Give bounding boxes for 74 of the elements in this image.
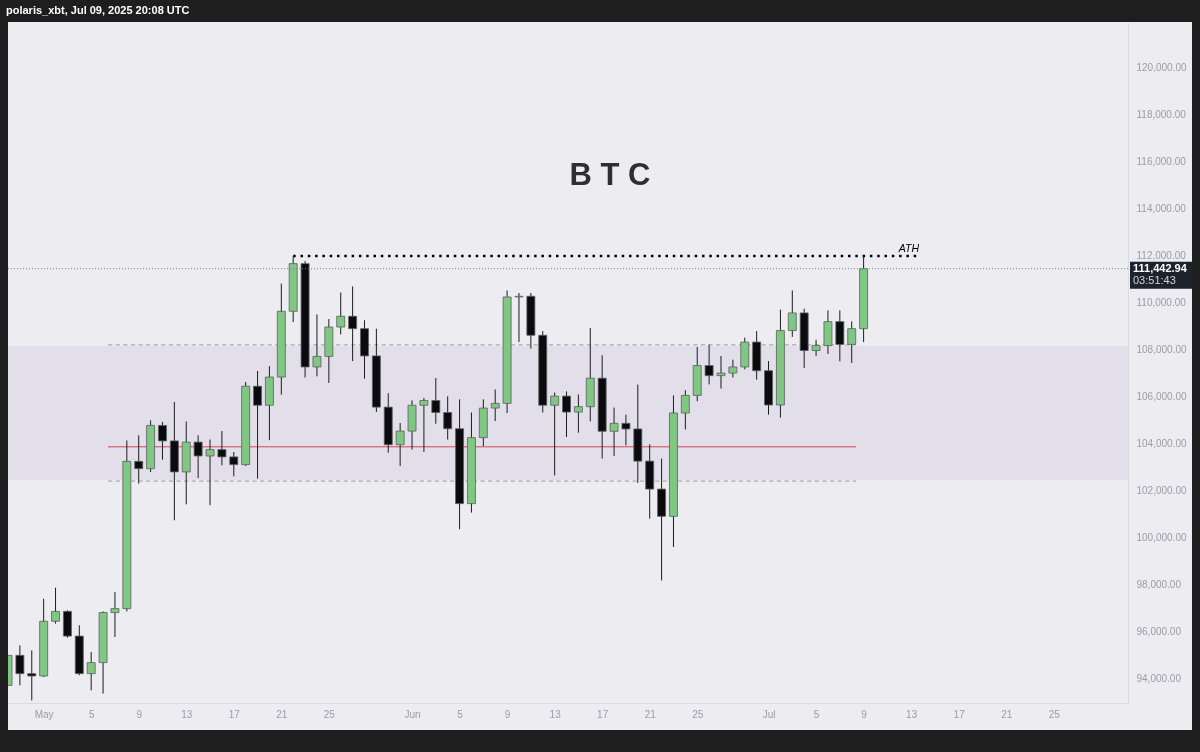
candlestick (27, 649, 37, 701)
candlestick (217, 430, 227, 466)
candlestick (728, 359, 738, 379)
text: polaris_xbt, Jul 09, 2025 20:08 UTC (6, 4, 190, 16)
x-tick-label: 9 (504, 708, 511, 720)
candlestick (704, 344, 714, 385)
candlestick (847, 320, 857, 364)
candlestick (716, 355, 726, 390)
candlestick (110, 591, 120, 638)
candlestick (787, 289, 797, 338)
series-label: ATH (897, 241, 920, 254)
y-tick-label: 100,000.00 (1136, 531, 1187, 543)
y-tick-label: 96,000.00 (1136, 625, 1182, 637)
candlestick (15, 644, 25, 686)
x-tick-label: 17 (228, 708, 241, 720)
y-tick-label: 94,000.00 (1136, 672, 1182, 684)
candlestick (86, 651, 96, 691)
x-tick-label: 25 (692, 708, 704, 720)
candlestick (835, 309, 845, 362)
candlestick (514, 292, 524, 343)
y-tick-label: 106,000.00 (1136, 391, 1187, 403)
y-tick-label: 114,000.00 (1136, 203, 1187, 215)
x-tick-label: 25 (1048, 708, 1061, 720)
x-tick-label: 5 (88, 708, 95, 720)
x-tick-label: 13 (906, 708, 918, 720)
x-tick-label: 17 (597, 708, 609, 720)
x-tick-label: May (34, 708, 54, 720)
candlestick (134, 434, 144, 485)
candlestick (419, 397, 429, 453)
x-tick-label: 21 (276, 708, 288, 720)
candlestick (621, 414, 631, 446)
candlestick (823, 309, 833, 355)
candlestick (336, 292, 346, 335)
x-tick-label: 9 (136, 708, 143, 720)
candlestick (609, 407, 619, 457)
x-tick-label: 13 (549, 708, 562, 720)
candlestick (205, 439, 215, 506)
candlestick (574, 393, 583, 434)
x-tick-label: 21 (644, 708, 657, 720)
candlestick (193, 434, 203, 479)
y-tick-label: 118,000.00 (1136, 109, 1187, 121)
x-tick-label: Jun (404, 708, 421, 720)
candlestick (490, 389, 500, 422)
candlestick (443, 395, 453, 441)
candlestick (312, 313, 322, 377)
y-tick-label: 110,000.00 (1136, 297, 1187, 309)
y-tick-label: 102,000.00 (1136, 484, 1187, 496)
x-tick-label: 21 (1001, 708, 1013, 720)
x-tick-label: 5 (813, 708, 820, 720)
candlestick (229, 451, 239, 477)
x-tick-label: 9 (861, 708, 868, 720)
y-tick-label: 98,000.00 (1136, 578, 1182, 590)
x-tick-label: 5 (457, 708, 464, 720)
candlestick (348, 285, 358, 362)
x-tick-label: 17 (953, 708, 966, 720)
candlestick (395, 422, 405, 467)
candlestick (158, 421, 167, 461)
candlestick (253, 370, 262, 480)
ref-line-label: 111,442.94 03:51:43 (1133, 261, 1188, 286)
candlestick (680, 389, 690, 430)
y-tick-label: 104,000.00 (1136, 438, 1187, 450)
candlestick (431, 377, 441, 425)
y-tick-label: 108,000.00 (1136, 344, 1187, 356)
text: B T C (569, 157, 651, 192)
x-tick-label: 13 (181, 708, 193, 720)
y-tick-label: 120,000.00 (1136, 62, 1187, 74)
x-tick-label: 25 (323, 708, 336, 720)
y-tick-label: 112,000.00 (1136, 250, 1187, 262)
x-tick-label: Jul (762, 708, 776, 720)
candlestick (811, 339, 821, 357)
y-tick-label: 116,000.00 (1136, 156, 1187, 168)
candlestick (562, 390, 571, 438)
candlestick (51, 587, 60, 625)
candlestick (550, 392, 560, 476)
